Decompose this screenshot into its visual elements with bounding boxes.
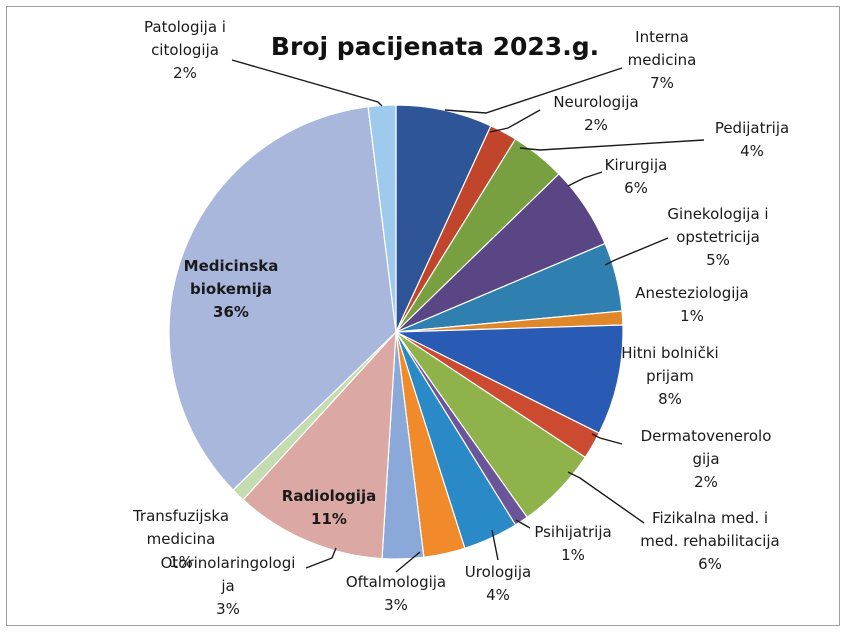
slice-label: Ginekologija i opstetricija 5% bbox=[667, 205, 768, 269]
chart-title: Broj pacijenata 2023.g. bbox=[271, 32, 599, 61]
slice-label: Patologija i citologija 2% bbox=[144, 18, 226, 82]
slice-label: Psihijatrija 1% bbox=[534, 523, 611, 564]
leader-line bbox=[305, 547, 337, 569]
pie-slice-hitni-bolni-ki-prijam bbox=[395, 324, 624, 434]
leader-line bbox=[489, 109, 541, 133]
leader-line bbox=[515, 519, 531, 529]
slice-label: Transfuzijska medicina 1% bbox=[132, 507, 229, 571]
leader-line bbox=[444, 67, 623, 114]
leader-line bbox=[591, 433, 623, 445]
slice-label: Urologija 4% bbox=[465, 563, 531, 604]
leader-line bbox=[231, 59, 383, 107]
slice-label: Neurologija 2% bbox=[553, 93, 638, 134]
slice-label: Kirurgija 6% bbox=[605, 156, 668, 197]
slice-label: Hitni bolnički prijam 8% bbox=[621, 344, 718, 408]
leader-line bbox=[519, 139, 705, 151]
slice-label: Otorinolaringologi ja 3% bbox=[161, 554, 296, 618]
pie-slice-radiologija bbox=[242, 330, 397, 560]
slice-label: Fizikalna med. i med. rehabilitacija 6% bbox=[640, 509, 780, 573]
slice-label: Pedijatrija 4% bbox=[715, 119, 789, 160]
slice-label: Medicinska biokemija 36% bbox=[184, 257, 279, 321]
slice-label: Radiologija 11% bbox=[282, 487, 376, 528]
pie-slice-medicinska-biokemija bbox=[168, 106, 397, 491]
slice-label: Dermatovenerolo gija 2% bbox=[641, 427, 772, 491]
slice-label: Oftalmologija 3% bbox=[346, 573, 446, 614]
slice-label: Anesteziologija 1% bbox=[635, 284, 749, 325]
slice-label: Interna medicina 7% bbox=[628, 28, 697, 92]
leader-line bbox=[567, 171, 603, 187]
leader-line bbox=[395, 551, 421, 573]
leader-line bbox=[604, 237, 669, 266]
leader-line bbox=[567, 471, 645, 524]
leader-line bbox=[491, 529, 499, 561]
